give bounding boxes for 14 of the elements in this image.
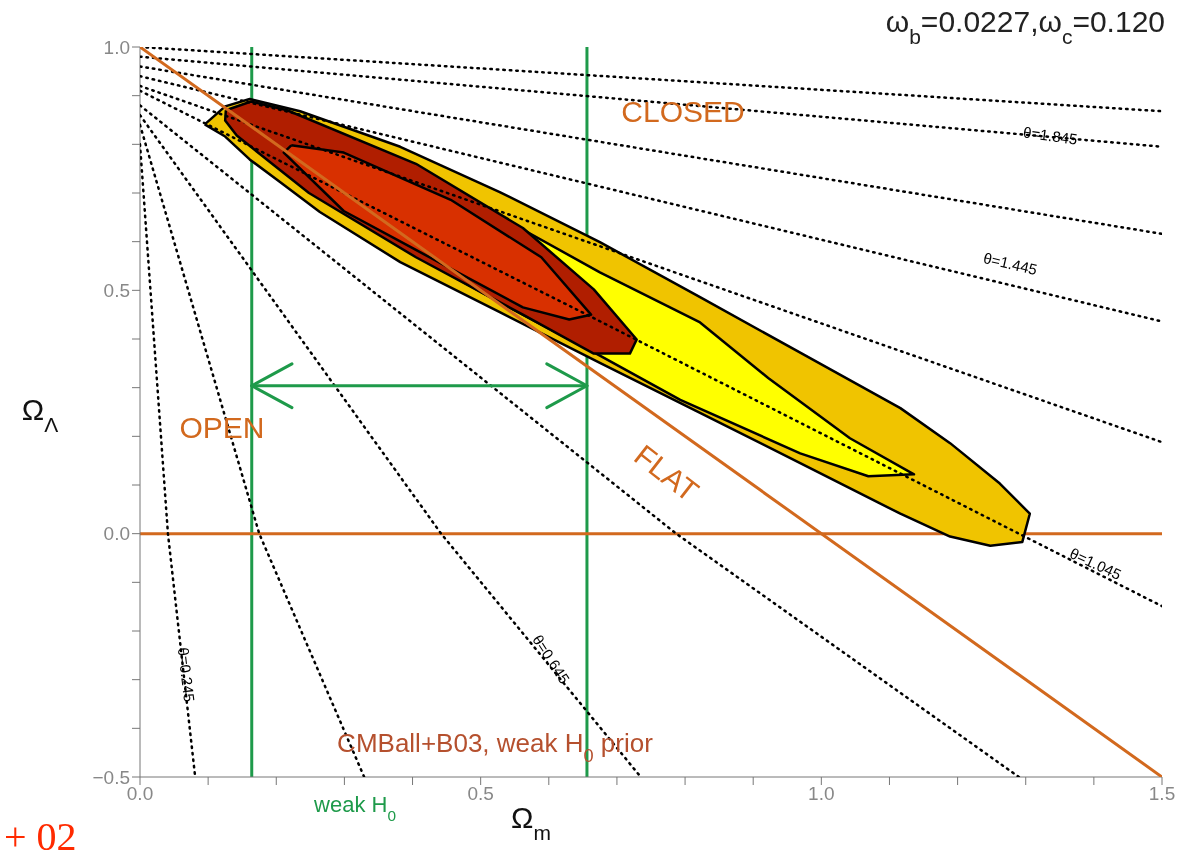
y-axis-title: Ω$_{Λ}$ bbox=[21, 393, 59, 436]
y-tick-label: 0.5 bbox=[103, 280, 130, 302]
annotation: CLOSED bbox=[621, 95, 745, 128]
y-tick-label: 1.0 bbox=[103, 36, 130, 58]
x-tick-label: 1.0 bbox=[808, 783, 835, 805]
text: weak H$_{0}$ bbox=[313, 792, 396, 824]
y-tick-label: 0.0 bbox=[103, 523, 130, 545]
x-axis-title: Ω$_{m}$ bbox=[511, 801, 551, 844]
x-tick-label: 0.5 bbox=[467, 783, 494, 805]
text: + 02 bbox=[4, 814, 77, 853]
annotation: θ=0.245 bbox=[174, 646, 199, 703]
x-tick-label: 1.5 bbox=[1148, 783, 1176, 805]
chart-title: ω$_{b}$=0.0227,ω$_{c}$=0.120 bbox=[885, 5, 1165, 48]
annotation: θ=1.445 bbox=[981, 249, 1039, 278]
